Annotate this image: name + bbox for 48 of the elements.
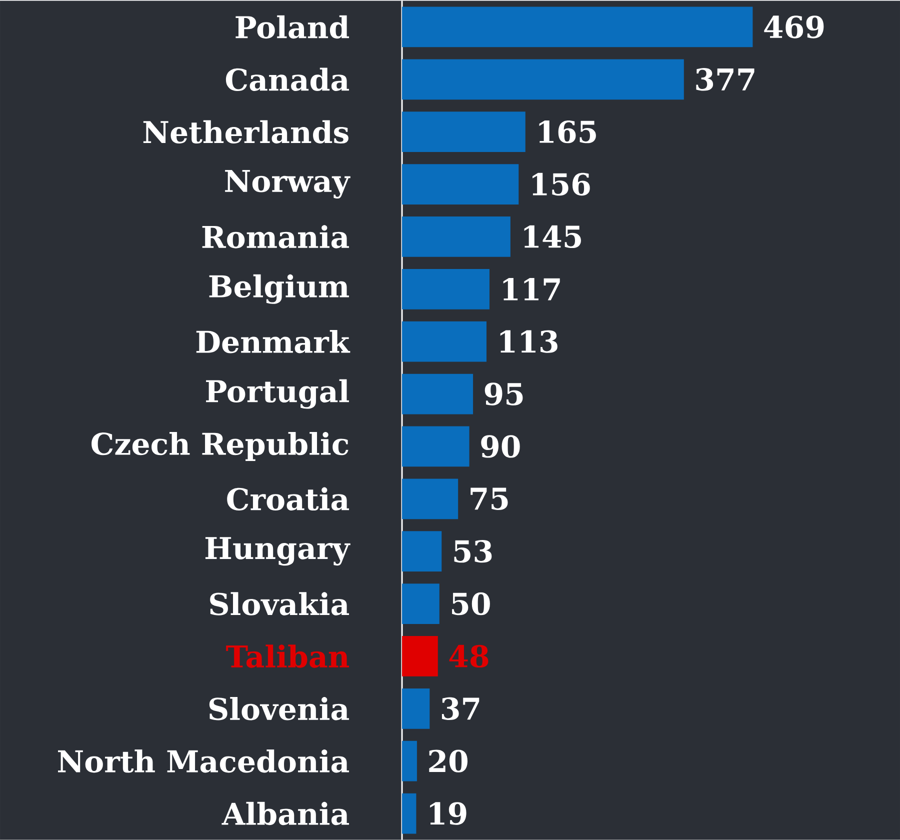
bar (402, 164, 519, 204)
y-tick-label: Norway (225, 170, 350, 198)
data-label: 377 (696, 68, 754, 91)
y-tick-label: Slovakia (210, 592, 349, 616)
data-label: 113 (500, 330, 558, 353)
y-tick-label: Poland (236, 15, 349, 38)
data-label: 75 (470, 488, 508, 510)
bar (402, 426, 470, 466)
bar (402, 216, 510, 257)
y-tick-label: Taliban (226, 644, 349, 668)
bar (402, 6, 753, 47)
bar (402, 58, 684, 100)
data-label: 145 (524, 225, 581, 248)
y-tick-label: Belgium (209, 274, 349, 304)
bar (402, 268, 490, 310)
bar (402, 583, 440, 624)
bar (402, 321, 486, 362)
y-tick-label: Slovenia (209, 696, 349, 720)
data-label: 53 (454, 540, 492, 562)
data-label: 48 (449, 644, 488, 668)
data-label: 165 (539, 120, 596, 143)
y-tick-label: Denmark (196, 330, 350, 353)
bar (402, 740, 417, 782)
data-label: 50 (452, 592, 490, 615)
y-tick-label: Romania (202, 224, 349, 248)
y-tick-label: Croatia (227, 487, 349, 510)
bar (402, 530, 442, 572)
data-label: 117 (503, 278, 560, 300)
y-tick-label: Hungary (205, 536, 350, 566)
bar (402, 636, 438, 676)
y-tick-label: Czech Republic (92, 432, 348, 461)
bar (402, 478, 458, 519)
data-label: 90 (481, 434, 520, 458)
y-tick-label: North Macedonia (58, 749, 349, 772)
bar (402, 688, 430, 729)
bar (402, 793, 416, 834)
data-label: 37 (442, 697, 480, 720)
y-tick-label: Netherlands (143, 120, 348, 144)
y-tick-label: Albania (222, 802, 349, 825)
y-tick-label: Portugal (206, 379, 349, 409)
bar (402, 374, 474, 414)
y-tick-label: Canada (226, 68, 349, 91)
data-label: 19 (430, 802, 466, 825)
bar (402, 111, 526, 152)
data-label: 95 (484, 382, 523, 406)
data-label: 469 (764, 15, 824, 38)
data-label: 156 (532, 172, 590, 196)
data-label: 20 (429, 750, 468, 772)
